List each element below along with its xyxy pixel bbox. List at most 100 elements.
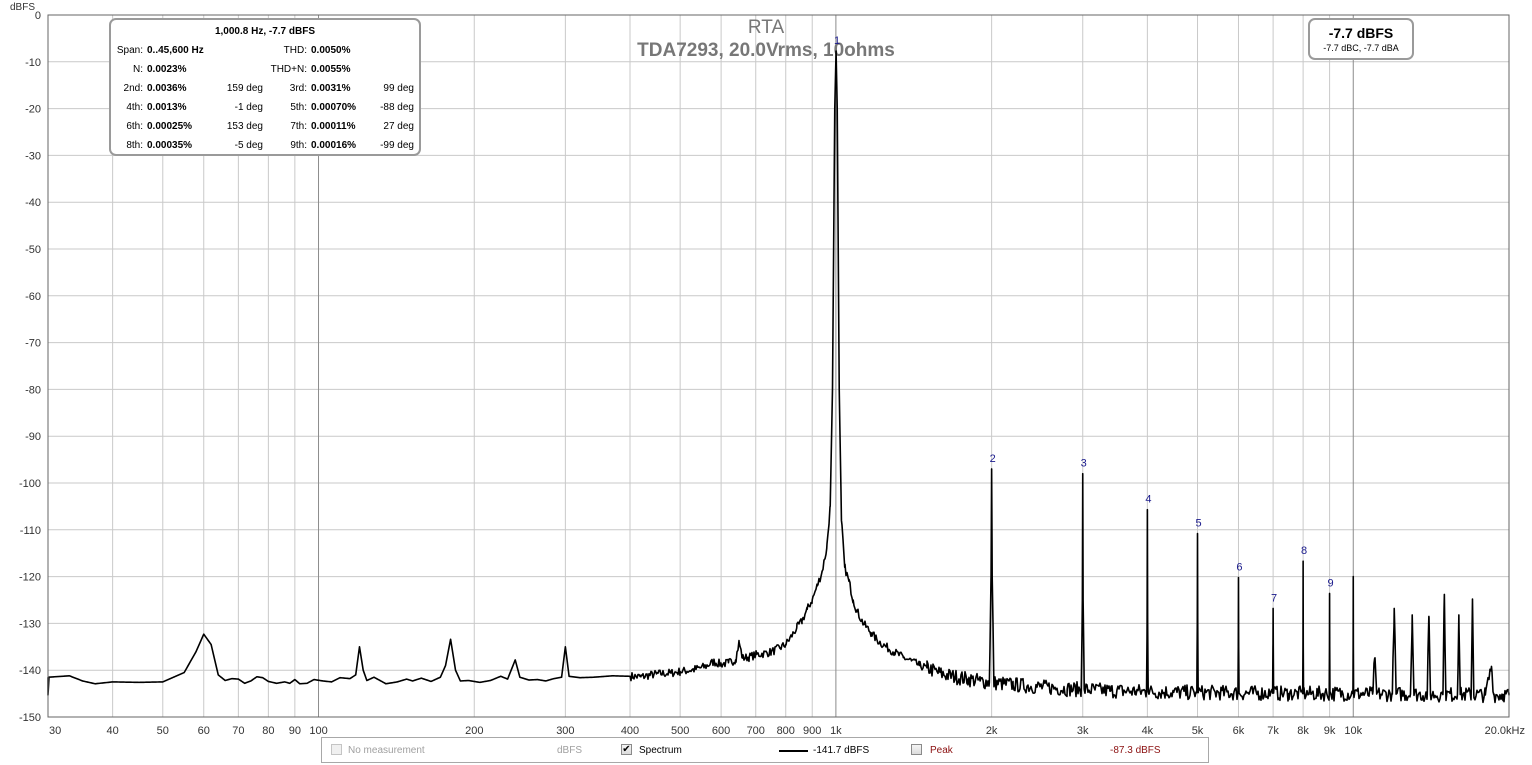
stat-value: 0.0036% — [147, 83, 187, 94]
stat-phase: 153 deg — [226, 121, 263, 132]
stats-row: 6th: 0.00025% 153 deg 7th: 0.00011% 27 deg — [111, 121, 421, 135]
level-readout: -7.7 dBFS -7.7 dBC, -7.7 dBA — [1308, 18, 1414, 60]
x-tick-label: 30 — [49, 725, 61, 737]
chart-subtitle: TDA7293, 20.0Vrms, 10ohms — [637, 40, 895, 61]
spectrum-checkbox[interactable]: ✔ — [621, 744, 632, 755]
y-tick-label: 0 — [35, 10, 41, 22]
harmonic-marker-label: 7 — [1271, 592, 1277, 604]
no-measurement-unit: dBFS — [557, 745, 583, 756]
harmonic-marker-label: 3 — [1081, 458, 1087, 470]
stat-phase: 27 deg — [383, 121, 414, 132]
x-tick-label: 5k — [1192, 725, 1204, 737]
check-icon: ✔ — [622, 744, 631, 755]
x-tick-label: 8k — [1297, 725, 1309, 737]
x-tick-label: 90 — [289, 725, 301, 737]
x-tick-label: 800 — [777, 725, 795, 737]
harmonic-marker-label: 5 — [1195, 518, 1201, 530]
x-tick-label: 7k — [1267, 725, 1279, 737]
y-tick-labels: 0 -10 -20 -30 -40 -50 -60 -70 -80 -90 -100 -110 -120… — [19, 10, 41, 724]
spectrum-value: -141.7 dBFS — [813, 745, 870, 756]
stat-label: THD: — [283, 45, 307, 56]
y-axis-label: dBFS — [10, 2, 35, 13]
stat-label: 6th: — [126, 121, 143, 132]
stat-value: 0.00070% — [311, 102, 357, 113]
y-tick-label: -120 — [19, 572, 41, 584]
x-tick-label: 200 — [465, 725, 483, 737]
no-measurement-checkbox[interactable] — [331, 744, 342, 755]
harmonic-marker-label: 9 — [1328, 577, 1334, 589]
legend-bar: No measurement dBFS ✔ Spectrum -141.7 dB… — [321, 737, 1209, 763]
x-tick-label: 10k — [1344, 725, 1362, 737]
y-tick-label: -100 — [19, 478, 41, 490]
spectrum-legend-swatch — [779, 750, 808, 752]
x-tick-labels: 30 40 50 60 70 80 90 100 200 300 400 500 600 700 800 90… — [49, 725, 1525, 737]
x-tick-label: 700 — [747, 725, 765, 737]
y-tick-label: -60 — [25, 291, 41, 303]
y-tick-label: -40 — [25, 197, 41, 209]
no-measurement-label: No measurement — [348, 745, 425, 756]
x-tick-label: 80 — [262, 725, 274, 737]
stat-value: 0.00035% — [147, 140, 193, 151]
y-tick-label: -70 — [25, 338, 41, 350]
harmonic-markers: 1 2 3 4 5 6 7 8 9 — [834, 35, 1334, 604]
stat-label: Span: — [116, 45, 143, 56]
peak-checkbox[interactable] — [911, 744, 922, 755]
level-main: -7.7 dBFS — [1328, 25, 1394, 41]
stats-row: N: 0.0023% THD+N: 0.0055% — [111, 64, 421, 78]
stat-label: 2nd: — [123, 83, 143, 94]
x-tick-label: 900 — [803, 725, 821, 737]
stat-value: 0..45,600 Hz — [147, 45, 204, 56]
x-tick-label: 60 — [198, 725, 210, 737]
x-tick-label: 70 — [232, 725, 244, 737]
stat-value: 0.0055% — [311, 64, 351, 75]
stat-label: N: — [133, 64, 143, 75]
x-tick-label: 100 — [309, 725, 327, 737]
harmonic-marker-label: 4 — [1145, 494, 1151, 506]
stat-phase: -1 deg — [234, 102, 263, 113]
x-tick-label: 600 — [712, 725, 730, 737]
stats-row: Span: 0..45,600 Hz THD: 0.0050% — [111, 45, 421, 59]
stat-label: 9th: — [290, 140, 307, 151]
level-sub: -7.7 dBC, -7.7 dBA — [1323, 43, 1399, 53]
stat-label: 5th: — [290, 102, 307, 113]
x-tick-label: 9k — [1324, 725, 1336, 737]
stat-phase: 99 deg — [383, 83, 414, 94]
stat-label: 7th: — [290, 121, 307, 132]
distortion-stats-panel: 1,000.8 Hz, -7.7 dBFS Span: 0..45,600 Hz T… — [109, 18, 421, 156]
y-tick-label: -90 — [25, 431, 41, 443]
y-tick-label: -20 — [25, 104, 41, 116]
chart-title: RTA — [748, 17, 785, 38]
y-tick-label: -110 — [20, 525, 41, 537]
y-tick-label: -30 — [25, 150, 41, 162]
stat-value: 0.0031% — [311, 83, 351, 94]
peak-label: Peak — [930, 745, 953, 756]
stat-label: 4th: — [126, 102, 143, 113]
x-tick-label: 50 — [157, 725, 169, 737]
harmonic-marker-label: 6 — [1236, 562, 1242, 574]
stat-phase: 159 deg — [226, 83, 263, 94]
plot-border — [47, 14, 1510, 718]
stats-row: 2nd: 0.0036% 159 deg 3rd: 0.0031% 99 deg — [111, 83, 421, 97]
spectrum-label: Spectrum — [639, 745, 682, 756]
x-tick-label: 4k — [1142, 725, 1154, 737]
x-tick-label: 40 — [107, 725, 119, 737]
x-tick-label: 500 — [671, 725, 689, 737]
x-tick-label: 2k — [986, 725, 998, 737]
stat-value: 0.00016% — [311, 140, 357, 151]
stat-phase: -5 deg — [234, 140, 263, 151]
y-tick-label: -130 — [19, 618, 41, 630]
harmonic-marker-label: 1 — [834, 35, 840, 47]
stat-label: 3rd: — [289, 83, 307, 94]
y-tick-label: -50 — [25, 244, 41, 256]
x-tick-label: 400 — [621, 725, 639, 737]
spectrum-series-line — [47, 50, 1510, 704]
y-tick-label: -140 — [19, 665, 41, 677]
stats-header: 1,000.8 Hz, -7.7 dBFS — [214, 26, 316, 37]
peak-value: -87.3 dBFS — [1110, 745, 1161, 756]
stat-phase: -99 deg — [380, 140, 414, 151]
x-tick-label: 1k — [830, 725, 842, 737]
stats-row: 4th: 0.0013% -1 deg 5th: 0.00070% -88 deg — [111, 102, 421, 116]
stat-label: 8th: — [126, 140, 143, 151]
x-tick-label: 6k — [1233, 725, 1245, 737]
